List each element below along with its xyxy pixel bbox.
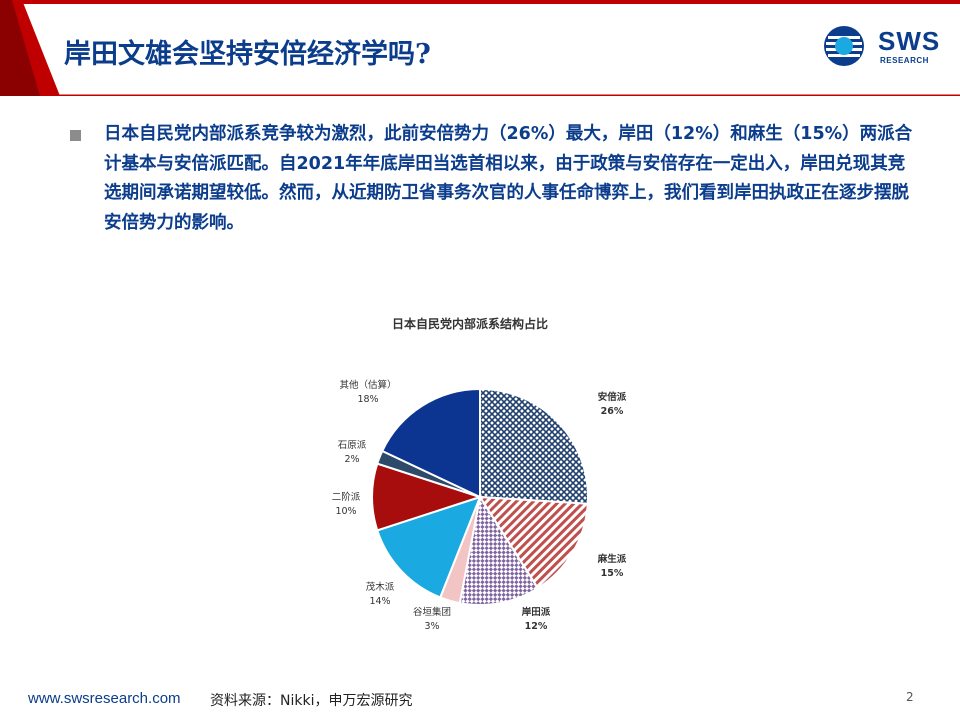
slice-value-label-0: 26%: [601, 406, 624, 417]
slice-name-label-7: 其他（估算）: [339, 379, 396, 391]
bullet-square-icon: [70, 130, 81, 141]
chart-title: 日本自民党内部派系结构占比: [392, 316, 548, 331]
slice-value-label-7: 18%: [357, 394, 378, 405]
body-paragraph: 日本自民党内部派系竞争较为激烈，此前安倍势力（26%）最大，岸田（12%）和麻生…: [104, 124, 913, 233]
slice-value-label-1: 15%: [601, 568, 624, 579]
footer-url-link[interactable]: www.swsresearch.com: [28, 690, 181, 707]
slice-value-label-4: 14%: [369, 596, 390, 607]
pie-labels: 安倍派 26% 麻生派 15% 岸田派 12% 谷垣集团 3% 茂木派 14% 二阶派 10% 石原派 2…: [332, 379, 627, 632]
slice-name-label-0: 安倍派: [598, 391, 627, 403]
slice-value-label-2: 12%: [525, 621, 548, 632]
slide-header: [0, 0, 960, 96]
slide-title: 岸田文雄会坚持安倍经济学吗?: [64, 39, 431, 70]
slice-name-label-4: 茂木派: [366, 581, 395, 593]
logo-subtext: RESEARCH: [880, 56, 929, 65]
logo-text: SWS: [878, 26, 941, 56]
pie-slices: [371, 387, 589, 606]
sws-logo-icon: [824, 26, 864, 66]
pie-chart: 日本自民党内部派系结构占比 安倍派 26% 麻生派 15% 岸田派 12% 谷垣集团 3% 茂木…: [332, 316, 627, 632]
footer-source: 资料来源：Nikki，申万宏源研究: [210, 693, 413, 709]
slice-name-label-1: 麻生派: [597, 553, 627, 565]
slice-value-label-6: 2%: [344, 454, 359, 465]
slice-name-label-2: 岸田派: [522, 606, 551, 618]
slice-value-label-3: 3%: [424, 621, 439, 632]
slice-value-label-5: 10%: [335, 506, 356, 517]
pie-slice-7: [380, 387, 481, 499]
slice-name-label-5: 二阶派: [332, 491, 361, 503]
pie-slice-1: [478, 495, 589, 590]
page-number: 2: [906, 690, 914, 704]
slice-name-label-6: 石原派: [338, 440, 367, 451]
pie-slice-0: [479, 387, 589, 505]
slice-name-label-3: 谷垣集团: [413, 606, 451, 618]
pie-slice-2: [458, 494, 540, 606]
